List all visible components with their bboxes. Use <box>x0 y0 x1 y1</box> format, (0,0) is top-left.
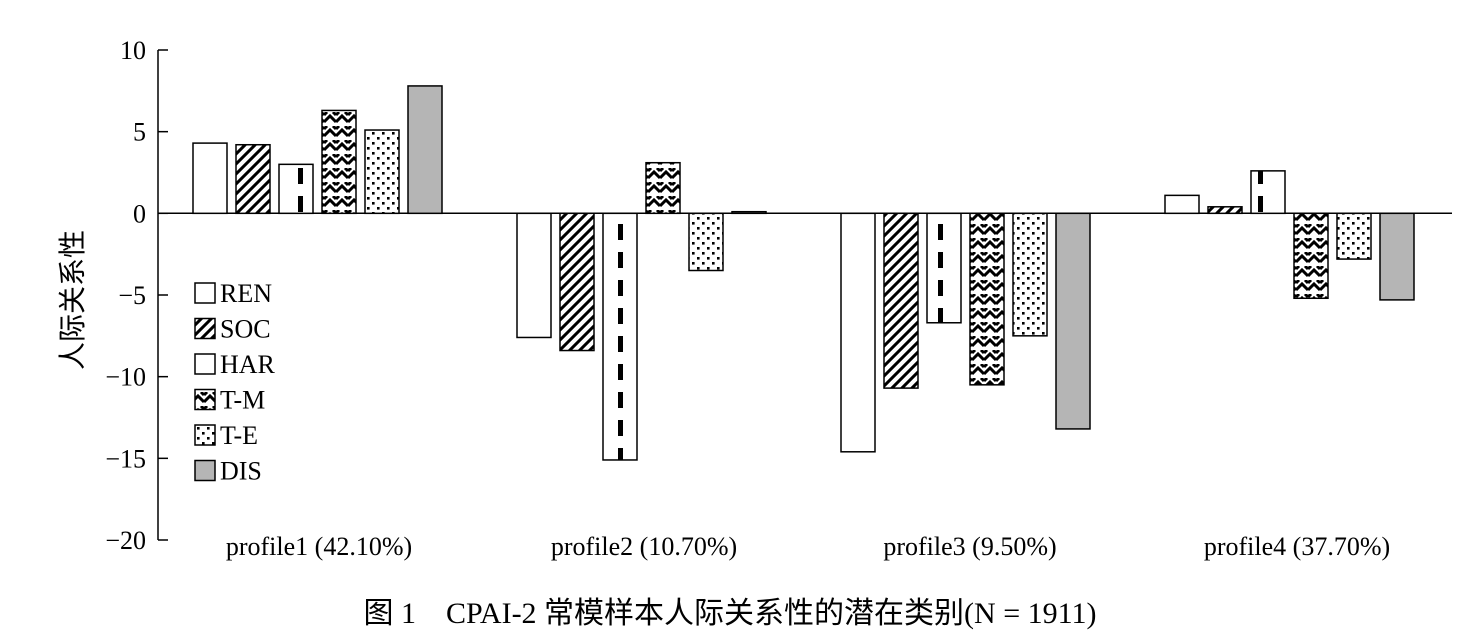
category-label: profile4 (37.70%) <box>1204 532 1390 561</box>
bar-soc-4 <box>1208 207 1242 214</box>
y-tick-label: 10 <box>120 36 146 65</box>
legend-swatch-soc <box>195 319 215 339</box>
bar-dis-3 <box>1056 213 1090 429</box>
legend-label-t-m: T-M <box>220 386 265 415</box>
category-label: profile1 (42.10%) <box>226 532 412 561</box>
category-label: profile2 (10.70%) <box>551 532 737 561</box>
bar-soc-1 <box>236 145 270 214</box>
bars-layer <box>193 86 1414 460</box>
bar-har-3 <box>927 213 961 322</box>
bar-t-e-4 <box>1337 213 1371 259</box>
bar-har-2 <box>603 213 637 460</box>
legend-swatch-ren <box>195 283 215 303</box>
bar-t-e-2 <box>689 213 723 270</box>
bar-soc-3 <box>884 213 918 388</box>
bar-har-4 <box>1251 171 1285 213</box>
bar-t-m-2 <box>646 163 680 214</box>
legend-swatch-har <box>195 354 215 374</box>
category-label: profile3 (9.50%) <box>883 532 1056 561</box>
figure-caption: 图 1 CPAI-2 常模样本人际关系性的潜在类别(N = 1911) <box>0 588 1460 632</box>
legend-swatch-t-e <box>195 425 215 445</box>
legend-swatch-t-m <box>195 390 215 410</box>
bar-ren-3 <box>841 213 875 451</box>
y-tick-label: −15 <box>105 444 146 473</box>
y-tick-label: 5 <box>133 118 146 147</box>
bar-t-m-3 <box>970 213 1004 384</box>
bar-dis-2 <box>732 212 766 214</box>
y-axis-title: 人际关系性 <box>56 230 89 370</box>
bar-ren-4 <box>1165 195 1199 213</box>
legend-label-har: HAR <box>220 350 276 379</box>
bar-t-m-1 <box>322 110 356 213</box>
bar-dis-4 <box>1380 213 1414 300</box>
legend-label-t-e: T-E <box>220 421 258 450</box>
y-tick-label: −20 <box>105 526 146 555</box>
legend-label-ren: REN <box>220 279 272 308</box>
bar-har-1 <box>279 164 313 213</box>
bar-ren-1 <box>193 143 227 213</box>
bar-t-e-1 <box>365 130 399 213</box>
bar-dis-1 <box>408 86 442 213</box>
bar-ren-2 <box>517 213 551 337</box>
bar-soc-2 <box>560 213 594 350</box>
legend-swatch-dis <box>195 461 215 481</box>
bar-t-e-3 <box>1013 213 1047 335</box>
legend-label-dis: DIS <box>220 457 262 486</box>
y-tick-label: −5 <box>118 281 146 310</box>
bar-t-m-4 <box>1294 213 1328 298</box>
category-labels: profile1 (42.10%) profile2 (10.70%) profil… <box>226 532 1390 561</box>
legend-label-soc: SOC <box>220 315 271 344</box>
y-tick-label: 0 <box>133 199 146 228</box>
y-tick-label: −10 <box>105 363 146 392</box>
legend: REN SOC HAR T-M T-E DIS <box>195 279 276 486</box>
